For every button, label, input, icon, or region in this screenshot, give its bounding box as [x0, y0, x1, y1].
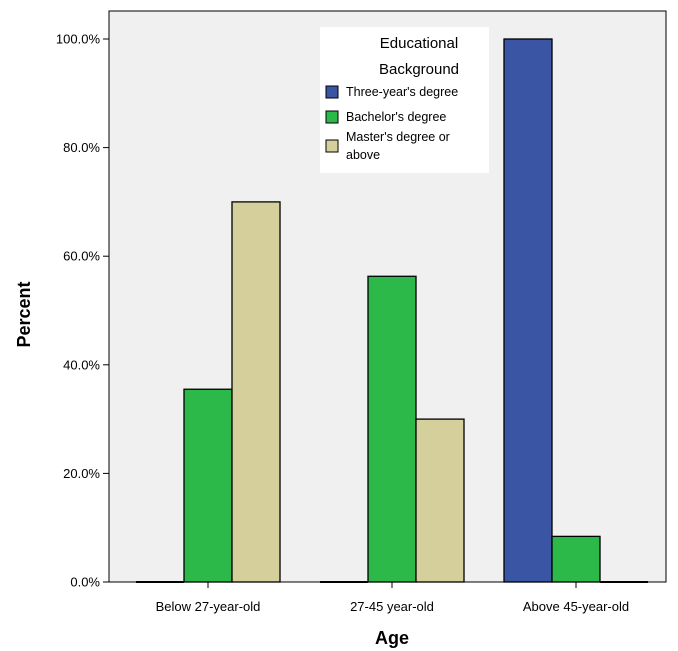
y-axis-title: Percent	[14, 281, 34, 347]
y-tick-label: 20.0%	[63, 466, 100, 481]
legend-title: Educational	[380, 35, 458, 52]
legend-swatch	[325, 110, 339, 124]
legend: Educational Background Three-year's degree…	[320, 27, 489, 173]
x-tick-label: 27-45 year-old	[350, 599, 434, 614]
y-tick-label: 80.0%	[63, 140, 100, 155]
y-tick-label: 100.0%	[56, 32, 101, 47]
bar	[367, 275, 417, 583]
bar	[231, 201, 281, 583]
x-tick-label: Below 27-year-old	[156, 599, 261, 614]
x-tick-label: Above 45-year-old	[523, 599, 629, 614]
legend-box	[320, 27, 489, 173]
legend-title: Background	[379, 61, 459, 78]
bars	[136, 38, 648, 583]
bar	[415, 418, 465, 583]
y-tick-label: 60.0%	[63, 249, 100, 264]
bar	[503, 38, 553, 583]
legend-label: Bachelor's degree	[346, 110, 446, 124]
legend-swatch	[325, 139, 339, 153]
legend-label: above	[346, 148, 380, 162]
legend-label: Three-year's degree	[346, 85, 458, 99]
y-tick-label: 0.0%	[70, 575, 100, 590]
y-tick-label: 40.0%	[63, 357, 100, 372]
legend-swatch	[325, 85, 339, 99]
legend-label: Master's degree or	[346, 130, 450, 144]
bar	[183, 388, 233, 583]
bar	[551, 535, 601, 583]
y-axis-ticks: 0.0% 20.0% 40.0% 60.0% 80.0% 100.0%	[56, 32, 109, 590]
x-axis-title: Age	[375, 628, 409, 648]
x-axis-tick-labels: Below 27-year-old 27-45 year-old Above 45-…	[156, 582, 629, 614]
